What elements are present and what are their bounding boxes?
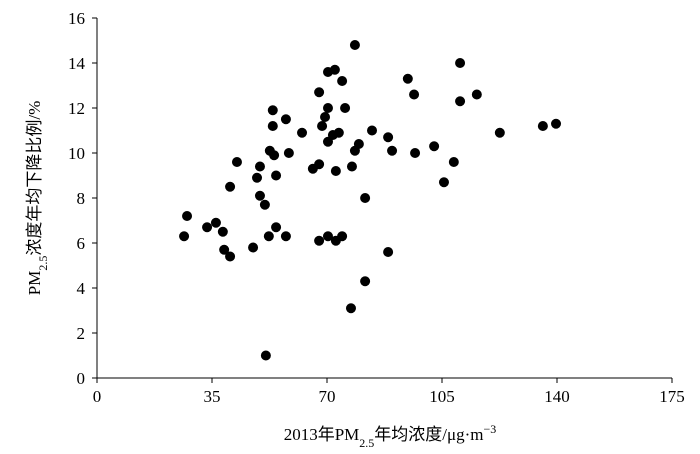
point <box>346 161 357 172</box>
y-tick-label: 14 <box>68 54 86 73</box>
point <box>337 76 348 86</box>
point <box>217 226 228 237</box>
x-tick-label: 70 <box>319 387 336 406</box>
y-tick-label: 6 <box>77 234 86 253</box>
point <box>448 157 459 167</box>
point <box>269 150 280 161</box>
point <box>367 125 378 136</box>
y-tick-label: 2 <box>77 324 86 343</box>
point <box>537 121 548 131</box>
label-part: 2013年PM <box>284 425 360 444</box>
point <box>210 217 221 228</box>
point <box>438 177 449 188</box>
point <box>280 114 291 125</box>
y-tick-label: 16 <box>68 9 85 28</box>
y-tick-label: 8 <box>77 189 86 208</box>
label-part: PM <box>25 271 44 296</box>
point <box>322 231 333 242</box>
y-axis-label: PM2.5浓度年均下降比例/% <box>25 101 50 295</box>
point <box>283 148 294 158</box>
point <box>252 172 263 183</box>
point <box>455 58 466 68</box>
point <box>360 193 371 203</box>
point <box>383 132 394 143</box>
y-tick-label: 0 <box>77 369 86 388</box>
x-axis-label: 2013年PM2.5年均浓度/μg·m−3 <box>284 422 497 450</box>
point <box>219 244 230 255</box>
point <box>297 127 308 138</box>
x-tick-label: 35 <box>204 387 221 406</box>
point <box>337 231 348 242</box>
point <box>320 112 331 122</box>
point <box>317 121 328 131</box>
point <box>340 103 351 113</box>
point <box>353 139 364 149</box>
label-part: 2.5 <box>359 436 374 450</box>
point <box>360 276 371 287</box>
point <box>402 73 413 84</box>
point <box>383 247 394 257</box>
point <box>314 159 325 170</box>
y-tick-label: 4 <box>77 279 86 298</box>
point <box>263 231 274 242</box>
point <box>330 166 341 176</box>
point <box>349 40 360 50</box>
point <box>329 64 340 75</box>
label-part: 浓度年均下降比例/% <box>25 101 44 256</box>
point <box>471 89 482 100</box>
point <box>271 170 282 181</box>
point <box>455 96 466 107</box>
y-tick-label: 10 <box>68 144 85 163</box>
point <box>225 251 236 262</box>
point <box>494 127 505 138</box>
point <box>409 89 420 100</box>
label-part: −3 <box>484 422 497 436</box>
point <box>429 141 440 152</box>
point <box>387 145 398 156</box>
point <box>267 105 278 116</box>
label-part: 2.5 <box>36 256 50 271</box>
point <box>271 222 282 233</box>
point <box>179 231 190 242</box>
point <box>322 103 333 113</box>
x-tick-label: 105 <box>429 387 455 406</box>
point <box>202 222 213 233</box>
point <box>345 303 356 314</box>
point <box>410 148 421 158</box>
point <box>333 127 344 138</box>
point <box>254 190 265 201</box>
point <box>267 121 278 131</box>
point <box>280 231 291 242</box>
point <box>254 161 265 172</box>
label-part: 年均浓度/μg·m <box>374 425 483 444</box>
point <box>314 87 325 98</box>
point <box>551 118 562 129</box>
point <box>231 157 242 167</box>
x-tick-label: 140 <box>544 387 570 406</box>
point <box>314 235 325 246</box>
point <box>259 199 270 210</box>
point <box>225 181 236 192</box>
y-tick-label: 12 <box>68 99 85 118</box>
x-tick-label: 175 <box>659 387 685 406</box>
point <box>260 350 271 361</box>
x-tick-label: 0 <box>93 387 102 406</box>
point <box>248 242 259 253</box>
point <box>182 211 193 221</box>
